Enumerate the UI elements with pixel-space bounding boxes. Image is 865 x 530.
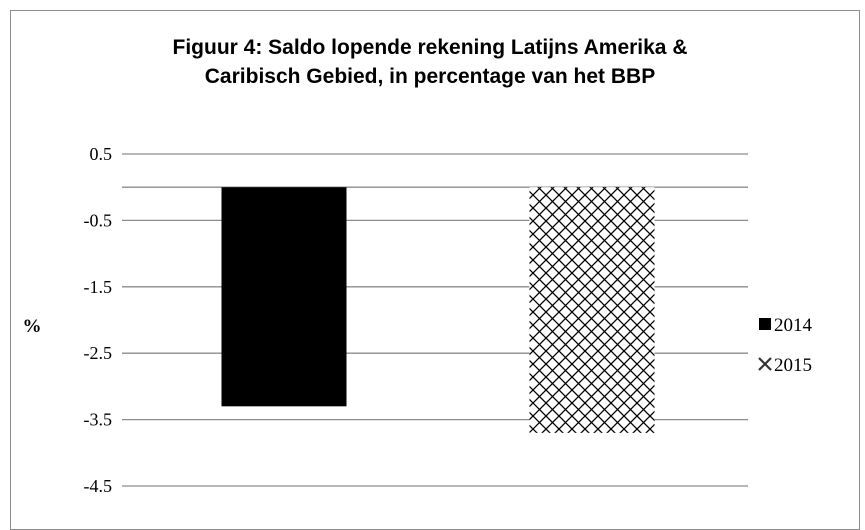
- y-tick-label: -2.5: [84, 343, 113, 363]
- y-tick-label: -1.5: [84, 277, 113, 297]
- bar-2014: [221, 187, 347, 407]
- chart-title: Figuur 4: Saldo lopende rekening Latijns…: [172, 36, 688, 88]
- y-tick-label: -3.5: [84, 410, 113, 430]
- legend-marker-2015: [758, 357, 772, 371]
- y-tick-label: -4.5: [84, 476, 113, 496]
- legend-marker-2014: [759, 318, 771, 330]
- bar-chart: 0.5 -0.5 -1.5 -2.5 -3.5 -4.5 2014 2015 %: [23, 144, 813, 496]
- bar-2015: [529, 187, 655, 433]
- legend-label-2014: 2014: [774, 315, 813, 336]
- y-axis-label: %: [23, 316, 42, 337]
- y-tick-label: -0.5: [84, 210, 113, 230]
- y-tick-label: 0.5: [90, 144, 113, 164]
- chart-frame: [10, 10, 860, 530]
- legend-label-2015: 2015: [774, 355, 812, 376]
